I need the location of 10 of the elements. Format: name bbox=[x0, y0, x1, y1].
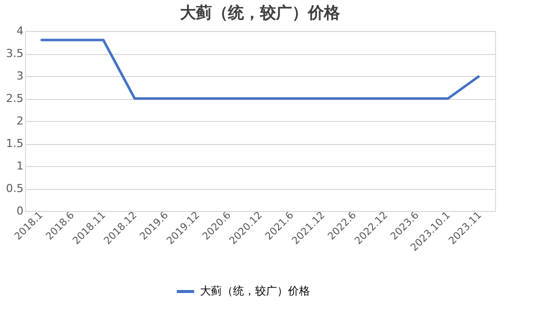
y-tick-label: 1.5 bbox=[6, 137, 24, 150]
y-tick-label: 2 bbox=[16, 114, 24, 128]
y-tick-label: 3.5 bbox=[6, 47, 24, 60]
y-tick-label: 0.5 bbox=[6, 182, 24, 195]
legend-label: 大蓟（统，较广）价格 bbox=[200, 284, 310, 298]
y-tick-label: 3 bbox=[16, 70, 24, 82]
y-tick-label: 1 bbox=[16, 160, 24, 172]
y-tick-label: 2.5 bbox=[6, 92, 24, 105]
y-tick-label: 4 bbox=[16, 24, 24, 38]
chart-title: 大蓟（统，较广）价格 bbox=[180, 3, 341, 22]
